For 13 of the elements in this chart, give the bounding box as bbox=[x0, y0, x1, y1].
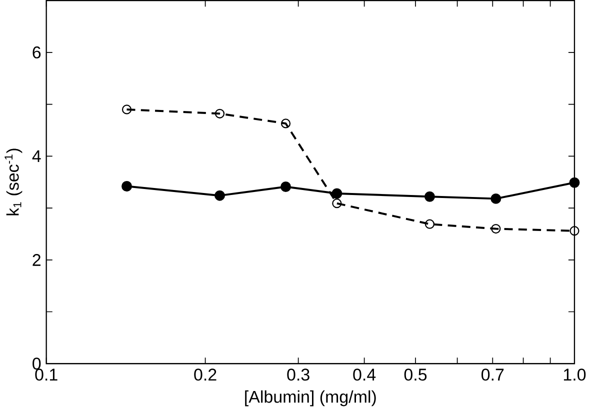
x-tick-label: 0.3 bbox=[287, 368, 310, 381]
y-axis-title: k$_{1}$ (sec$^{-1}$) bbox=[4, 148, 22, 216]
x-tick-label: 1.0 bbox=[564, 368, 586, 381]
x-tick-label: 0.2 bbox=[194, 368, 216, 381]
y-tick-label: 4 bbox=[32, 150, 41, 162]
y-tick-label: 2 bbox=[32, 254, 40, 266]
y-tick-label: 0 bbox=[32, 358, 41, 370]
x-tick-label: 0.7 bbox=[482, 368, 504, 381]
x-tick-label: 0.4 bbox=[353, 368, 376, 381]
x-tick-label: 0.5 bbox=[404, 368, 427, 381]
x-tick-label: 0.1 bbox=[35, 368, 58, 381]
y-tick-label: 6 bbox=[32, 46, 41, 58]
x-axis-title: [Albumin] (mg/ml) bbox=[245, 390, 376, 406]
